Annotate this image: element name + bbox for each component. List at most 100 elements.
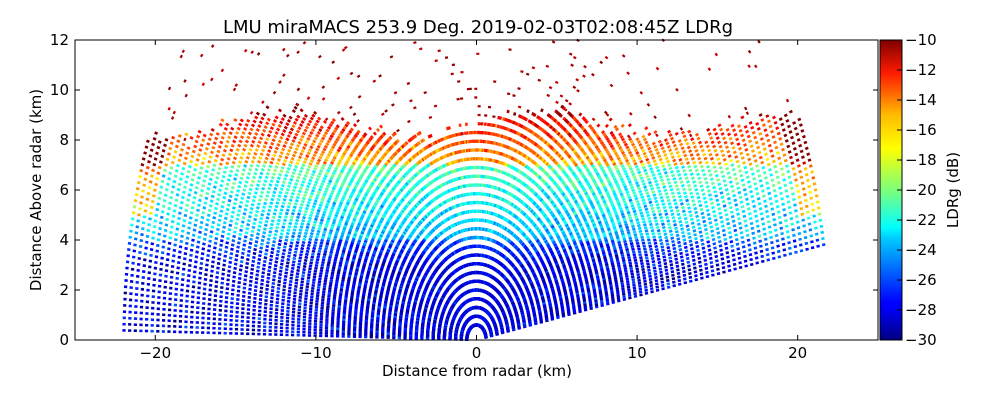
heatmap-cell (805, 205, 809, 208)
heatmap-cell (773, 140, 777, 144)
heatmap-cell (719, 145, 723, 149)
heatmap-cell (667, 163, 671, 167)
heatmap-cell (682, 169, 686, 173)
heatmap-cell (671, 140, 675, 144)
heatmap-cell (730, 185, 734, 189)
heatmap-cell (750, 263, 754, 266)
heatmap-cell (645, 259, 649, 262)
heatmap-cell (703, 157, 707, 161)
heatmap-cell (686, 228, 690, 231)
heatmap-cell (650, 290, 654, 293)
heatmap-cell (675, 166, 679, 170)
heatmap-cell (694, 237, 698, 240)
heatmap-cell (750, 144, 754, 148)
heatmap-cell (658, 172, 662, 176)
heatmap-cell (657, 189, 661, 193)
heatmap-cell (652, 235, 656, 239)
heatmap-cell (513, 112, 516, 116)
heatmap-cell (716, 263, 720, 266)
heatmap-cell (642, 244, 646, 248)
heatmap-cell (748, 185, 752, 189)
heatmap-cell (796, 220, 800, 223)
heatmap-cell (799, 123, 803, 127)
heatmap-cell (683, 281, 687, 284)
heatmap-cell (804, 167, 808, 170)
heatmap-cell (710, 265, 714, 268)
heatmap-cell (715, 223, 719, 226)
heatmap-cell (748, 50, 752, 54)
heatmap-cell (697, 223, 701, 226)
heatmap-cell (674, 202, 678, 206)
heatmap-cell (649, 281, 653, 284)
heatmap-cell (648, 220, 652, 224)
heatmap-cell (801, 181, 805, 184)
heatmap-cell (695, 215, 699, 219)
heatmap-cell (657, 229, 661, 233)
heatmap-cell (815, 233, 819, 236)
heatmap-cell (755, 141, 759, 145)
heatmap-cell (653, 216, 657, 220)
heatmap-cell (708, 253, 712, 256)
heatmap-cell (659, 271, 663, 274)
heatmap-cell (708, 217, 712, 220)
heatmap-cell (744, 193, 748, 197)
heatmap-cell (800, 249, 804, 252)
heatmap-cell (798, 170, 802, 173)
heatmap-cell (737, 164, 741, 168)
heatmap-cell (673, 162, 677, 166)
heatmap-cell (680, 227, 684, 231)
heatmap-cell (733, 151, 737, 155)
heatmap-cell (704, 263, 708, 266)
heatmap-cell (745, 130, 749, 134)
heatmap-cell (789, 130, 793, 134)
heatmap-cell (665, 156, 669, 160)
heatmap-cell (692, 161, 696, 165)
heatmap-cell (676, 209, 680, 213)
heatmap-cell (730, 163, 734, 167)
heatmap-cell (706, 165, 710, 169)
heatmap-cell (638, 282, 642, 285)
heatmap-cell (758, 132, 762, 136)
heatmap-cell (723, 204, 727, 208)
heatmap-cell (740, 115, 744, 119)
heatmap-cell (720, 253, 724, 256)
heatmap-cell (637, 276, 641, 279)
heatmap-cell (459, 124, 462, 127)
heatmap-cell (583, 65, 587, 68)
heatmap-cell (653, 176, 657, 180)
heatmap-cell (687, 114, 691, 118)
heatmap-cell (786, 170, 790, 174)
heatmap-cell (689, 191, 693, 195)
heatmap-cell (691, 157, 695, 161)
heatmap-cell (767, 220, 771, 223)
heatmap-cell (664, 171, 668, 175)
heatmap-cell (669, 133, 673, 137)
heatmap-cell (746, 111, 749, 115)
heatmap-cell (731, 189, 735, 193)
heatmap-cell (644, 226, 648, 230)
heatmap-cell (784, 159, 788, 163)
heatmap-cell (565, 99, 569, 102)
heatmap-cell (697, 257, 701, 260)
heatmap-cell (770, 241, 774, 244)
heatmap-cell (656, 226, 660, 230)
heatmap-cell (699, 145, 703, 149)
heatmap-cell (690, 195, 694, 199)
heatmap-cell (754, 251, 758, 254)
heatmap-cell (775, 234, 779, 237)
heatmap-cell (496, 125, 499, 129)
heatmap-cell (783, 254, 787, 257)
heatmap-cell (700, 277, 704, 280)
heatmap-cell (659, 267, 663, 270)
heatmap-cell (758, 202, 762, 205)
heatmap-cell (676, 237, 680, 240)
heatmap-cell (647, 238, 651, 242)
heatmap-cell (681, 206, 685, 210)
heatmap-cell (800, 207, 804, 210)
heatmap-cell (777, 181, 781, 184)
heatmap-cell (653, 270, 657, 273)
heatmap-cell (610, 84, 614, 88)
heatmap-cell (805, 248, 809, 251)
heatmap-cell (698, 226, 702, 229)
heatmap-cell (629, 112, 633, 116)
